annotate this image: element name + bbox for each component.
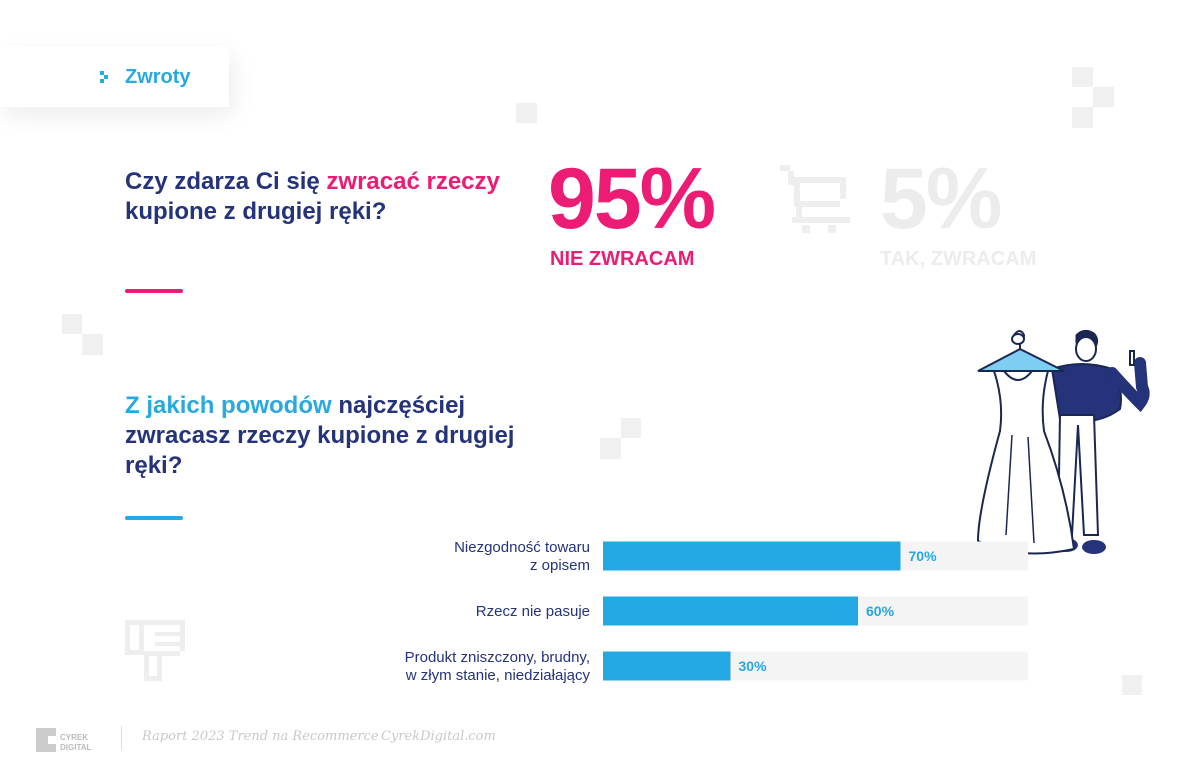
stat-yes-label: TAK, ZWRACAM xyxy=(880,248,1037,270)
section-title: Zwroty xyxy=(125,66,191,88)
decor-square xyxy=(1122,675,1142,695)
question-returns: Czy zdarza Ci się zwracać rzeczy kupione… xyxy=(125,167,505,227)
category-label: Niezgodność towaru xyxy=(454,539,590,556)
shopping-cart-icon xyxy=(780,165,850,233)
blue-divider xyxy=(125,516,183,520)
logo-text-bottom: DIGITAL xyxy=(60,743,92,752)
logo-text-top: CYREK xyxy=(60,733,88,742)
decor-square xyxy=(516,103,537,123)
bar-value-label: 60% xyxy=(866,603,895,619)
thumbs-down-icon xyxy=(125,620,185,681)
person-holding-dress-illustration xyxy=(976,329,1150,555)
category-label: Produkt zniszczony, brudny, xyxy=(405,649,590,666)
bar-value-label: 30% xyxy=(739,658,768,674)
question-text: Czy zdarza Ci się xyxy=(125,168,327,195)
cyrek-digital-logo: CYREK DIGITAL xyxy=(36,728,92,752)
decor-square xyxy=(1072,67,1093,87)
category-label: z opisem xyxy=(530,557,590,574)
question-text: najczęściej zwracasz rzeczy kupione z dr… xyxy=(125,392,515,479)
question-text: kupione z drugiej ręki? xyxy=(125,198,387,225)
footer-separator xyxy=(121,726,122,750)
footer-report: Raport 2023 Trend na Recommerce xyxy=(142,729,379,744)
category-label: Rzecz nie pasuje xyxy=(476,603,590,620)
decor-square xyxy=(600,438,621,459)
pink-divider xyxy=(125,289,183,293)
decor-square xyxy=(621,418,641,438)
decor-square xyxy=(1072,107,1093,128)
decor-square xyxy=(82,334,103,355)
bar xyxy=(603,541,901,571)
section-tab xyxy=(0,47,229,107)
bar xyxy=(603,596,858,626)
category-label: w złym stanie, niedziałający xyxy=(405,667,591,684)
stat-no-label: NIE ZWRACAM xyxy=(550,248,695,270)
pixel-arrow-icon xyxy=(100,71,108,83)
question-highlight: zwracać rzeczy xyxy=(326,168,500,195)
decor-square xyxy=(1093,87,1114,107)
question-highlight: Z jakich powodów xyxy=(125,392,332,419)
question-return-reasons: Z jakich powodów najczęściej zwracasz rz… xyxy=(125,391,545,481)
footer-url[interactable]: CyrekDigital.com xyxy=(381,729,496,744)
bar-value-label: 70% xyxy=(909,548,938,564)
bar xyxy=(603,651,731,681)
decor-square xyxy=(62,314,82,334)
stat-yes-value: 5% xyxy=(880,151,1002,247)
stat-no-value: 95% xyxy=(548,151,716,247)
